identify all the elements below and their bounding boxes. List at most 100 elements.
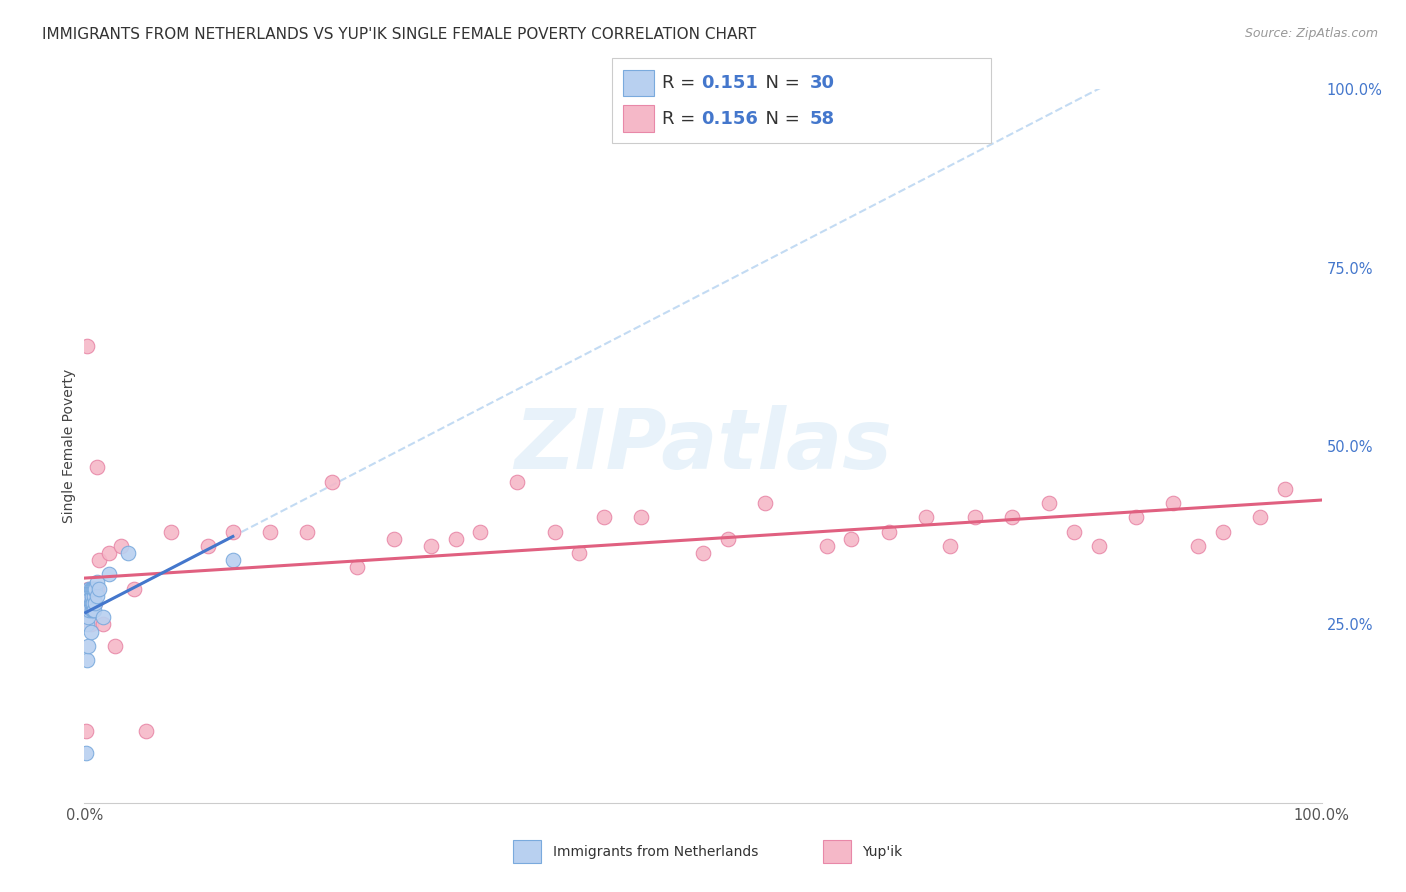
Point: [76, 653, 98, 667]
Point: [197, 539, 219, 553]
Point: [76, 339, 98, 353]
Point: [135, 724, 157, 739]
Point: [965, 510, 987, 524]
Text: 30: 30: [810, 74, 835, 92]
Point: [160, 524, 183, 539]
Point: [1161, 496, 1184, 510]
Point: [98, 546, 121, 560]
Point: [79, 617, 101, 632]
Text: ZIPatlas: ZIPatlas: [515, 406, 891, 486]
Text: Immigrants from Netherlands: Immigrants from Netherlands: [553, 845, 758, 859]
Point: [110, 539, 132, 553]
Point: [79, 596, 101, 610]
Text: 0.156: 0.156: [702, 110, 758, 128]
Point: [86, 460, 108, 475]
Point: [79, 582, 101, 596]
Point: [1249, 510, 1271, 524]
Point: [877, 524, 900, 539]
Point: [841, 532, 863, 546]
Point: [939, 539, 962, 553]
Point: [1212, 524, 1234, 539]
Point: [754, 496, 776, 510]
Point: [82, 603, 104, 617]
Point: [692, 546, 714, 560]
Point: [77, 596, 100, 610]
Point: [630, 510, 652, 524]
Point: [76, 603, 98, 617]
Point: [80, 603, 103, 617]
Point: [1038, 496, 1060, 510]
Point: [321, 475, 343, 489]
Point: [75, 724, 97, 739]
Point: [1274, 482, 1296, 496]
Point: [77, 582, 100, 596]
Point: [222, 553, 245, 567]
Point: [80, 589, 103, 603]
Point: [89, 553, 111, 567]
Point: [104, 639, 127, 653]
Point: [75, 746, 97, 760]
Point: [1125, 510, 1147, 524]
Point: [1001, 510, 1024, 524]
Point: [382, 532, 405, 546]
Point: [84, 596, 107, 610]
Point: [91, 617, 114, 632]
Point: [79, 603, 101, 617]
Point: [83, 589, 105, 603]
Point: [815, 539, 838, 553]
Point: [86, 574, 108, 589]
Point: [76, 617, 98, 632]
Point: [89, 582, 111, 596]
Point: [77, 610, 100, 624]
Point: [98, 567, 121, 582]
Text: 0.151: 0.151: [702, 74, 758, 92]
Text: N =: N =: [754, 110, 806, 128]
Point: [79, 589, 101, 603]
Text: Yup'ik: Yup'ik: [862, 845, 903, 859]
Point: [506, 475, 529, 489]
Point: [122, 582, 145, 596]
Text: R =: R =: [662, 110, 702, 128]
Point: [84, 582, 107, 596]
Point: [80, 596, 103, 610]
Point: [80, 589, 103, 603]
Y-axis label: Single Female Poverty: Single Female Poverty: [62, 369, 76, 523]
Point: [1088, 539, 1111, 553]
Point: [1063, 524, 1085, 539]
Point: [444, 532, 467, 546]
Point: [79, 603, 101, 617]
Point: [295, 524, 318, 539]
Point: [222, 524, 245, 539]
Point: [77, 589, 100, 603]
Text: R =: R =: [662, 74, 702, 92]
Point: [568, 546, 591, 560]
Point: [470, 524, 492, 539]
Point: [83, 603, 105, 617]
Point: [80, 582, 103, 596]
Point: [79, 596, 101, 610]
Text: IMMIGRANTS FROM NETHERLANDS VS YUP'IK SINGLE FEMALE POVERTY CORRELATION CHART: IMMIGRANTS FROM NETHERLANDS VS YUP'IK SI…: [42, 27, 756, 42]
Point: [79, 582, 101, 596]
Point: [83, 582, 105, 596]
Point: [82, 582, 104, 596]
Point: [83, 589, 105, 603]
Point: [84, 596, 107, 610]
Text: 58: 58: [810, 110, 835, 128]
Point: [259, 524, 281, 539]
Point: [82, 596, 104, 610]
Point: [77, 639, 100, 653]
Point: [91, 610, 114, 624]
Point: [79, 624, 101, 639]
Point: [543, 524, 565, 539]
Point: [82, 596, 104, 610]
Point: [86, 589, 108, 603]
Point: [419, 539, 441, 553]
Point: [86, 582, 108, 596]
Point: [117, 546, 139, 560]
Text: Source: ZipAtlas.com: Source: ZipAtlas.com: [1244, 27, 1378, 40]
Point: [346, 560, 368, 574]
Point: [79, 582, 101, 596]
Point: [1187, 539, 1209, 553]
Point: [717, 532, 740, 546]
Text: N =: N =: [754, 74, 806, 92]
